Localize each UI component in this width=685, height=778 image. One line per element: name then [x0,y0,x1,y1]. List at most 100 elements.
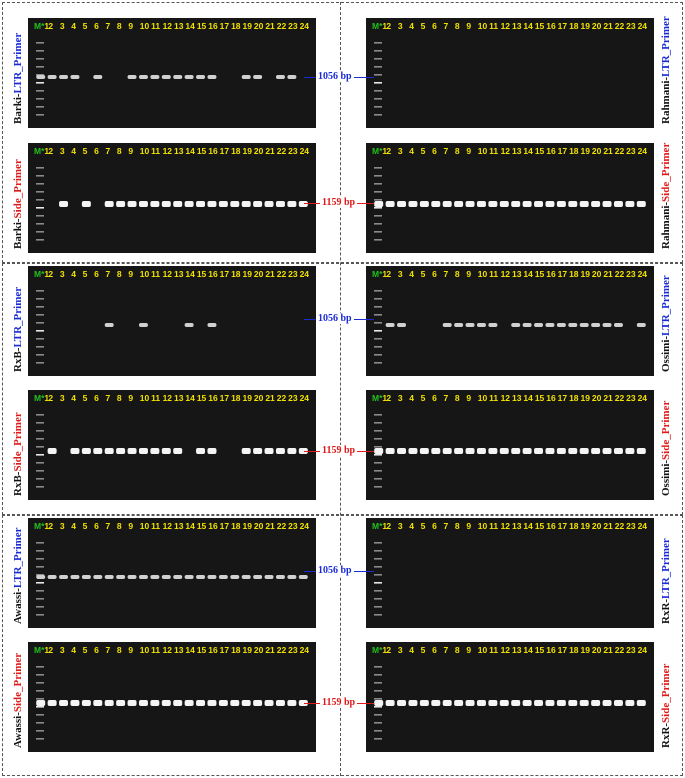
ladder-band [374,606,382,608]
lane-label: 20 [592,521,602,531]
sample-band [275,201,285,207]
section-3 [2,515,683,776]
label-primer: LTR_Primer [12,32,24,94]
lane-label: 7 [444,393,449,403]
lane-label: 6 [94,146,99,156]
lane-label: 23 [626,393,636,403]
ladder-band [36,66,44,68]
lane-label: 14 [523,146,533,156]
vertical-divider [340,2,341,776]
label-rxb-ltr: RxB-LTR_Primer [12,287,24,372]
lane-label: 21 [265,521,275,531]
ladder-band [374,50,382,52]
sample-band [374,201,384,207]
sample-band [625,700,635,706]
sample-band [385,700,395,706]
ladder-band [36,722,44,724]
ladder-band [374,666,382,668]
lane-label: 20 [592,393,602,403]
sample-band [127,448,137,454]
sample-band [127,700,137,706]
lane-label: 8 [117,269,122,279]
gel-awassi-side: M*1 2 3 4 5 6 7 8 9 10 11 12 13 14 15 16 17 18 19 20 21 22 23 2… [28,642,316,752]
lane-label: M*1 [34,21,49,31]
sample-band [196,75,206,79]
lane-label: 22 [615,269,625,279]
sample-band [138,201,148,207]
lane-label: 23 [288,21,298,31]
label-sample: RxR- [660,722,672,748]
label-sample: RxR- [660,598,672,624]
ladder-band [374,682,382,684]
label-primer: Side_Primer [12,652,24,713]
ladder-band [374,414,382,416]
lane-label: 21 [265,645,275,655]
lane-label: 2 [386,393,391,403]
sample-band [253,75,263,79]
sample-band [385,201,395,207]
lane-label: 10 [478,521,488,531]
lane-label: 22 [277,645,287,655]
sample-band [522,700,532,706]
lane-label: M*1 [372,645,387,655]
ladder-band [36,714,44,716]
sample-band [636,700,646,706]
sample-band [625,201,635,207]
sample-band [93,700,103,706]
lane-label: 7 [106,21,111,31]
sample-band [374,448,384,454]
lane-label: 12 [501,645,511,655]
ladder-band [374,314,382,316]
lane-label: M*1 [372,393,387,403]
lane-label: 16 [546,393,556,403]
sample-band [522,448,532,454]
sample-band [173,700,183,706]
ladder-band [36,114,44,116]
ladder-band [36,106,44,108]
lane-label: 6 [432,521,437,531]
lane-label: 9 [466,645,471,655]
lane-label: 23 [626,269,636,279]
sample-band [397,700,407,706]
sample-band [476,700,486,706]
sample-band [150,700,160,706]
sample-band [116,448,126,454]
lane-label: 17 [558,521,568,531]
lane-label: 23 [288,393,298,403]
lane-label: 17 [220,521,230,531]
ladder-band [36,207,44,209]
lane-label: 5 [421,146,426,156]
lane-label: 12 [163,269,173,279]
sample-band [499,448,509,454]
lane-label: 21 [603,146,613,156]
ladder-band [36,239,44,241]
lane-label: 7 [444,645,449,655]
lane-label: 12 [501,521,511,531]
lane-label: 23 [626,521,636,531]
ladder-band [36,550,44,552]
sample-band [374,700,384,706]
sample-band [534,448,544,454]
label-primer: Side_Primer [660,663,672,723]
ladder-band [36,42,44,44]
lane-label: 18 [231,645,241,655]
lane-label: 24 [300,269,310,279]
lane-label: 23 [626,21,636,31]
lane-label: 20 [254,393,264,403]
ladder-band [36,590,44,592]
sample-band [184,323,194,327]
sample-band [150,201,160,207]
lane-label: 24 [638,269,648,279]
ladder-band [36,438,44,440]
lane-label: 10 [478,21,488,31]
lane-label: 3 [60,393,65,403]
gel-rxb-side: M*1 2 3 4 5 6 7 8 9 10 11 12 13 14 15 16 17 18 19 20 21 22 23 2… [28,390,316,500]
ladder-band [374,183,382,185]
lane-label: M*1 [34,521,49,531]
lane-label: 3 [398,21,403,31]
sample-band [442,448,452,454]
lane-label: 22 [615,645,625,655]
lane-label: 12 [501,21,511,31]
lane-label: M*1 [34,393,49,403]
ladder-band [36,566,44,568]
